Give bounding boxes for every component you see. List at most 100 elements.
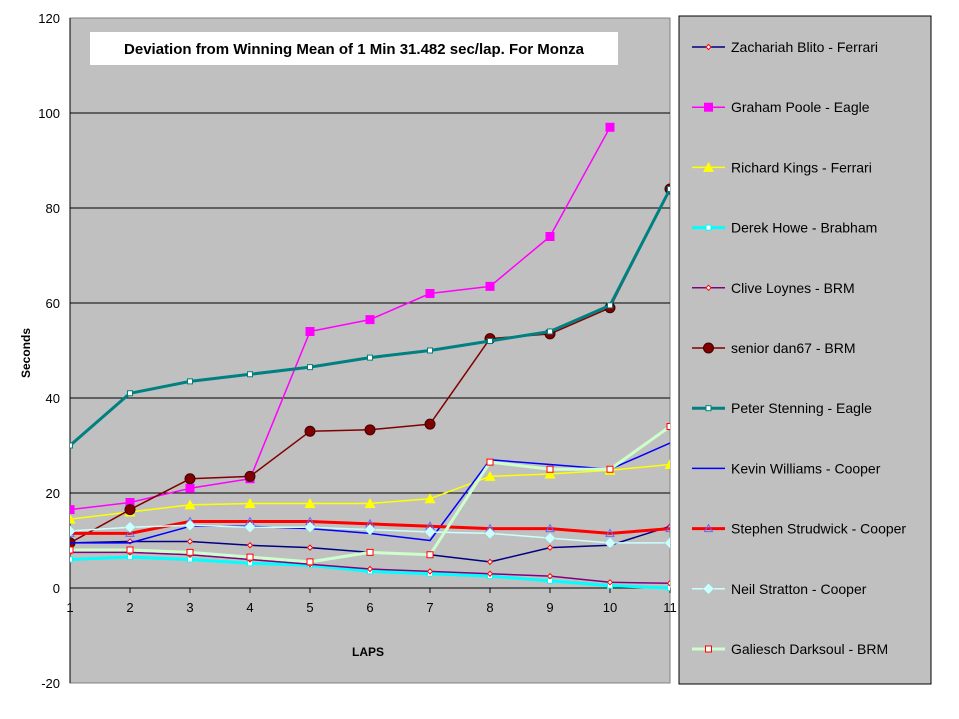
data-point [124, 521, 136, 534]
data-point [544, 468, 556, 479]
legend-swatch-marker [702, 582, 715, 595]
data-point [244, 470, 256, 482]
data-point [544, 532, 556, 544]
legend-item: Galiesch Darksoul - BRM [692, 641, 888, 657]
legend-item: Derek Howe - Brabham [692, 220, 877, 236]
series-10 [70, 519, 670, 549]
data-point [604, 537, 616, 549]
data-point [426, 568, 434, 575]
data-point [667, 186, 670, 192]
data-point [605, 122, 615, 132]
data-point [364, 523, 376, 536]
series-11 [70, 423, 670, 566]
series-3 [70, 459, 670, 524]
data-point [425, 289, 435, 298]
data-point [365, 315, 375, 325]
y-axis-title: Seconds [19, 328, 33, 378]
x-axis-title: LAPS [352, 645, 384, 659]
legend-box [678, 15, 932, 685]
data-point [366, 548, 374, 556]
data-point [484, 527, 496, 540]
data-point [427, 347, 433, 354]
data-point [484, 470, 496, 481]
data-point [247, 371, 253, 378]
legend-swatch-marker [704, 102, 713, 112]
legend-label: senior dan67 - BRM [731, 340, 856, 356]
data-point [424, 526, 436, 538]
data-point [70, 513, 76, 524]
data-point [367, 354, 373, 361]
data-point [124, 504, 136, 516]
x-tick-label: 11 [663, 600, 677, 615]
data-point [606, 465, 614, 473]
data-point [364, 497, 376, 508]
legend-item: Stephen Strudwick - Cooper [692, 521, 906, 537]
data-point [70, 546, 74, 554]
legend-swatch-marker [703, 342, 714, 354]
series-lines [70, 122, 670, 591]
data-point [304, 521, 316, 534]
legend-label: Clive Loynes - BRM [731, 280, 855, 296]
legend-swatch-marker [703, 161, 714, 172]
x-tick-label: 5 [306, 600, 313, 615]
data-point [186, 548, 194, 556]
data-point [364, 424, 376, 436]
legend-item: Graham Poole - Eagle [692, 99, 870, 115]
data-point [306, 544, 314, 551]
legend-swatch-marker [705, 405, 712, 412]
chart-title-background [90, 32, 618, 65]
data-point [424, 493, 436, 504]
data-point [546, 572, 554, 580]
legend-label: Graham Poole - Eagle [731, 99, 870, 115]
legend-label: Stephen Strudwick - Cooper [731, 521, 906, 537]
y-tick-label: 80 [46, 201, 60, 216]
y-tick-label: 120 [38, 11, 60, 26]
x-tick-label: 10 [603, 600, 617, 615]
data-point [664, 537, 670, 549]
data-point [304, 497, 316, 508]
data-point [304, 425, 316, 437]
data-point [424, 418, 436, 430]
series-7 [70, 186, 670, 449]
legend-label: Richard Kings - Ferrari [731, 159, 872, 175]
x-tick-label: 1 [66, 600, 73, 615]
legend-label: Derek Howe - Brabham [731, 220, 877, 236]
data-point [70, 505, 75, 515]
data-point [126, 546, 134, 554]
series-2 [70, 122, 615, 515]
data-point [545, 523, 555, 533]
legend-label: Kevin Williams - Cooper [731, 460, 881, 476]
data-point [184, 519, 196, 532]
legend-swatch-marker [705, 284, 712, 292]
data-point [127, 390, 133, 397]
legend-item: Clive Loynes - BRM [692, 280, 855, 296]
legend-item: Richard Kings - Ferrari [692, 159, 872, 175]
data-point [70, 442, 73, 449]
y-tick-label: 60 [46, 296, 60, 311]
legend-item: Kevin Williams - Cooper [692, 460, 881, 476]
x-tick-label: 7 [426, 600, 433, 615]
legend-label: Galiesch Darksoul - BRM [731, 641, 888, 657]
chart-title-box: Deviation from Winning Mean of 1 Min 31.… [90, 32, 618, 65]
data-point [244, 521, 256, 534]
legend-item: senior dan67 - BRM [692, 340, 856, 356]
data-point [70, 525, 76, 537]
data-point [185, 483, 195, 493]
chart-title: Deviation from Winning Mean of 1 Min 31.… [124, 41, 585, 58]
legend-label: Neil Stratton - Cooper [731, 581, 867, 597]
data-point [486, 458, 494, 466]
data-point [664, 459, 670, 469]
data-point [246, 553, 254, 561]
data-point [666, 423, 670, 430]
legend-swatch-marker [705, 224, 712, 231]
data-point [184, 473, 196, 485]
data-point [547, 328, 553, 335]
y-tick-label: 20 [46, 486, 60, 501]
x-tick-label: 2 [126, 600, 133, 615]
data-point [546, 544, 554, 551]
data-point [244, 497, 256, 508]
data-point [666, 580, 670, 587]
x-tick-label: 3 [186, 600, 193, 615]
data-point [184, 499, 196, 510]
